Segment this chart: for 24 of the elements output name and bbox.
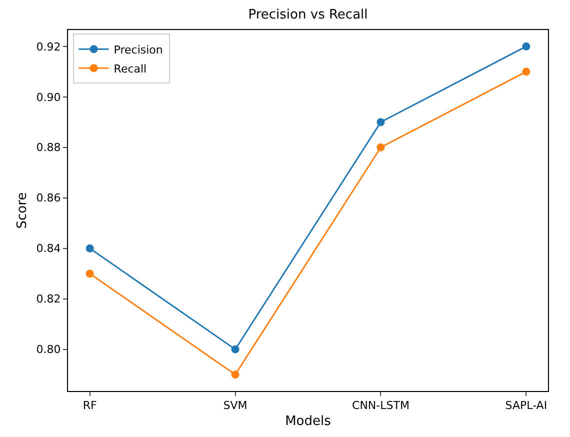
- legend-label: Recall: [114, 62, 147, 76]
- point: [231, 345, 240, 354]
- y-tick-label: 0.82: [36, 292, 61, 306]
- point: [86, 244, 94, 252]
- x-tick-label: CNN-LSTM: [352, 399, 410, 412]
- y-axis-title: Score: [15, 192, 30, 229]
- x-tick-label: SAPL-AI: [505, 399, 548, 412]
- point: [86, 270, 94, 278]
- y-tick-label: 0.80: [36, 343, 61, 356]
- point: [231, 370, 240, 379]
- point: [376, 118, 385, 126]
- legend-label: Precision: [114, 43, 163, 56]
- y-tick-label: 0.92: [36, 40, 61, 54]
- chart-title: Precision vs Recall: [248, 8, 368, 23]
- x-tick-label: SVM: [223, 399, 248, 412]
- y-tick-label: 0.90: [36, 90, 61, 104]
- point: [522, 68, 530, 76]
- y-tick-label: 0.84: [36, 242, 61, 256]
- point: [522, 42, 530, 50]
- x-tick-label: RF: [82, 399, 97, 412]
- point: [376, 143, 385, 152]
- x-axis-title: Models: [285, 414, 332, 429]
- y-tick-label: 0.86: [36, 192, 61, 205]
- y-tick-label: 0.88: [36, 141, 61, 154]
